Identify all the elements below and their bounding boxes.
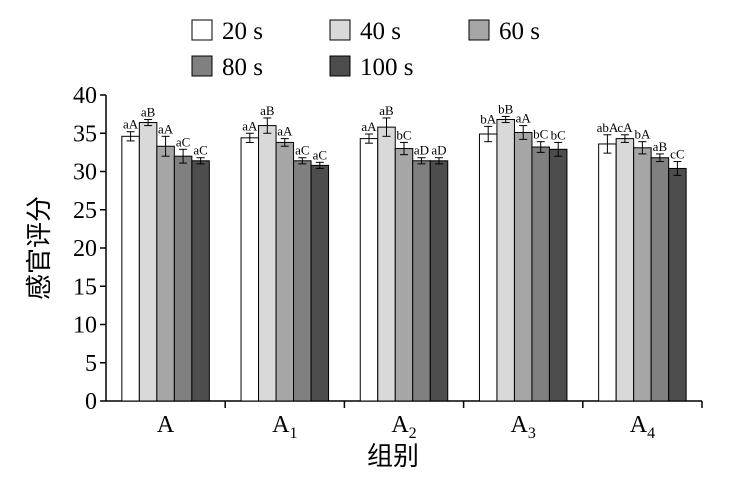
y-tick-label: 5 — [85, 351, 97, 377]
x-tick-label: A2 — [391, 412, 416, 442]
bar — [513, 131, 533, 402]
data-label: aD — [431, 143, 446, 158]
bar — [173, 155, 193, 402]
data-label: abA — [597, 120, 619, 135]
data-label: aA — [277, 124, 293, 139]
x-axis-label: 组别 — [367, 442, 419, 472]
bar — [240, 137, 260, 402]
bar — [359, 138, 379, 402]
data-label: aA — [123, 117, 139, 132]
legend-label: 60 s — [499, 18, 540, 45]
legend-label: 40 s — [360, 18, 401, 45]
bar — [496, 118, 515, 402]
data-label: bC — [533, 127, 548, 142]
data-label: cA — [617, 120, 633, 135]
legend-label: 80 s — [222, 54, 263, 81]
y-axis-label: 感官评分 — [25, 196, 55, 300]
bar — [121, 135, 140, 402]
bar — [394, 148, 414, 402]
x-tick-label: A4 — [630, 412, 655, 442]
data-label: cC — [670, 147, 684, 162]
y-tick-label: 40 — [73, 83, 97, 109]
y-tick-label: 15 — [73, 274, 97, 300]
data-label: aC — [176, 134, 190, 149]
data-label: bC — [396, 127, 411, 142]
legend-swatch — [329, 19, 351, 41]
bar — [598, 143, 617, 402]
legend-label: 20 s — [222, 18, 263, 45]
data-label: aB — [653, 139, 668, 154]
bar — [377, 126, 396, 402]
bar — [478, 133, 498, 402]
data-label: aC — [295, 143, 309, 158]
x-tick-label: A — [157, 412, 175, 438]
y-tick-label: 10 — [73, 313, 97, 339]
y-tick-label: 20 — [73, 236, 97, 262]
data-label: aC — [193, 143, 207, 158]
data-label: bC — [551, 127, 566, 142]
data-label: aA — [158, 121, 174, 136]
data-label: aD — [414, 143, 429, 158]
bar — [531, 146, 550, 402]
legend-swatch — [191, 19, 213, 41]
bar — [633, 147, 652, 402]
data-label: aA — [242, 118, 258, 133]
data-label: aB — [260, 103, 275, 118]
legend-swatch — [468, 19, 490, 41]
data-label: aA — [361, 119, 377, 134]
bar — [275, 141, 295, 402]
y-tick-label: 35 — [73, 121, 97, 147]
data-label: aC — [313, 147, 327, 162]
bar — [668, 167, 687, 402]
bar — [615, 138, 635, 402]
data-label: bB — [498, 101, 514, 116]
data-label: bA — [480, 111, 497, 126]
y-tick-label: 0 — [85, 389, 97, 415]
bar — [650, 157, 670, 402]
bar — [293, 160, 312, 402]
legend-swatch — [191, 55, 213, 77]
bar — [429, 160, 449, 402]
bar — [191, 160, 210, 402]
data-label: bA — [634, 127, 651, 142]
data-label: aB — [141, 104, 156, 119]
bar — [548, 148, 568, 402]
x-tick-label: A3 — [511, 412, 536, 442]
bar — [138, 122, 158, 402]
legend-label: 100 s — [360, 54, 413, 81]
y-tick-label: 30 — [73, 160, 97, 186]
x-tick-label: A1 — [272, 412, 297, 442]
legend-swatch — [329, 55, 351, 77]
data-label: aB — [379, 103, 394, 118]
bar — [412, 160, 431, 402]
y-tick-label: 25 — [73, 198, 97, 224]
bar — [156, 145, 175, 402]
data-label: aA — [516, 111, 532, 126]
legend: 20 s 40 s 60 s 80 s 100 s — [191, 18, 540, 81]
bar — [310, 164, 330, 402]
bar — [258, 125, 277, 402]
